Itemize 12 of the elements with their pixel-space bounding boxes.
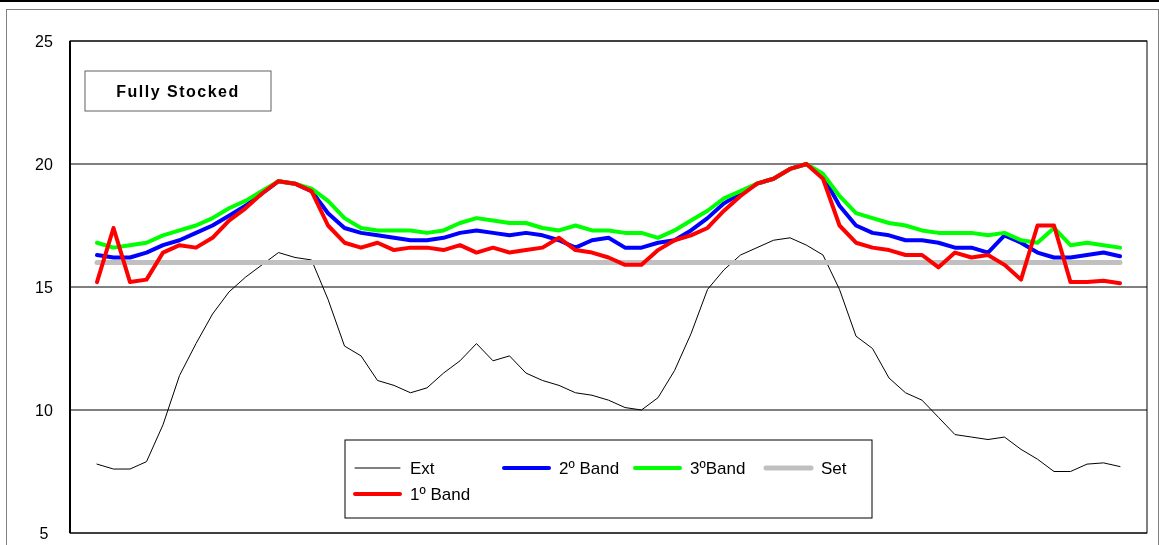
y-tick-label: 20 [35, 155, 53, 173]
legend-label: 2º Band [559, 458, 620, 478]
legend-label: 1º Band [410, 484, 471, 504]
legend-label: Ext [410, 458, 435, 478]
legend-label: Set [821, 458, 847, 478]
y-tick-label: 5 [39, 524, 49, 542]
legend-label: 3ºBand [690, 458, 746, 478]
text: Fully Stocked [116, 82, 240, 100]
y-tick-label: 15 [35, 278, 53, 296]
y-tick-label: 10 [35, 401, 53, 419]
line-series [95, 162, 1122, 286]
y-tick-label: 25 [35, 32, 53, 50]
